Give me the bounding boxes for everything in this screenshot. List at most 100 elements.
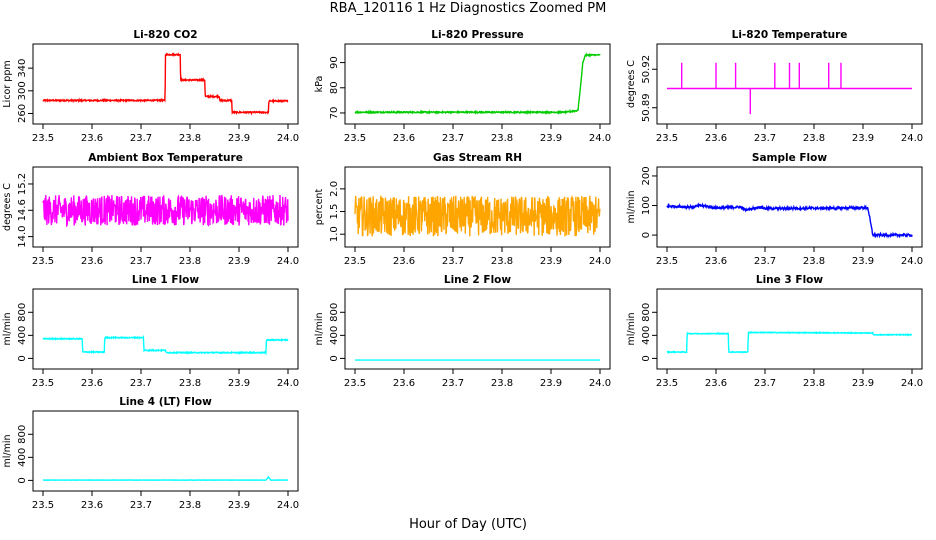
- panel-line-3-flow: Line 3 Flow 23.5 23.6 23.7 23.8 23.9 24.0 0 400 8…: [626, 274, 923, 389]
- x-tick-label: 23.7: [130, 378, 152, 389]
- x-tick-label: 23.7: [754, 133, 776, 144]
- y-axis-label: ml/min: [2, 434, 13, 467]
- x-tick-label: 23.8: [179, 378, 201, 389]
- y-tick-label: 1.0: [329, 226, 340, 242]
- x-tick-label: 23.5: [32, 378, 54, 389]
- x-tick-label: 23.8: [491, 378, 513, 389]
- panel-li-820-co2: Li-820 CO2 23.5 23.6 23.7 23.8 23.9 24.0 260 300…: [2, 29, 299, 144]
- plot-frame: [32, 166, 299, 248]
- series-line: [666, 330, 913, 354]
- y-axis-label: degrees C: [626, 60, 637, 108]
- y-tick-label: 0: [329, 355, 340, 361]
- y-axis-label: Licor ppm: [2, 60, 13, 107]
- x-tick-label: 23.9: [852, 256, 874, 267]
- x-tick-label: 23.5: [344, 378, 366, 389]
- x-tick-label: 23.8: [803, 133, 825, 144]
- x-tick-label: 23.6: [81, 378, 103, 389]
- panel-title: Li-820 Pressure: [431, 29, 524, 41]
- y-tick-label: 2.0: [329, 181, 340, 197]
- plot-frame: [656, 288, 923, 370]
- y-tick-label: 1.5: [329, 204, 340, 220]
- x-tick-label: 23.9: [852, 133, 874, 144]
- x-tick-label: 23.5: [656, 378, 678, 389]
- panel-sample-flow: Sample Flow 23.5 23.6 23.7 23.8 23.9 24.0 0 100 2…: [626, 152, 923, 267]
- y-axis-label: degrees C: [2, 183, 13, 231]
- x-tick-label: 23.6: [705, 133, 727, 144]
- x-tick-label: 23.7: [130, 256, 152, 267]
- series-line: [42, 52, 289, 116]
- y-tick-label: 100: [641, 196, 652, 215]
- y-tick-label: 300: [17, 81, 28, 100]
- panel-title: Gas Stream RH: [433, 152, 522, 164]
- x-tick-label: 24.0: [589, 256, 611, 267]
- y-axis-label: ml/min: [2, 312, 13, 345]
- y-axis-label: kPa: [314, 76, 325, 93]
- x-axis-title: Hour of Day (UTC): [409, 517, 527, 532]
- y-tick-label: 800: [641, 303, 652, 322]
- y-tick-label: 15.2: [17, 173, 28, 195]
- y-tick-label: 50.89: [641, 93, 652, 122]
- y-tick-label: 0: [641, 355, 652, 361]
- y-tick-label: 260: [17, 104, 28, 123]
- y-tick-label: 200: [641, 166, 652, 185]
- x-tick-label: 23.6: [81, 256, 103, 267]
- x-tick-label: 23.5: [344, 133, 366, 144]
- y-tick-label: 340: [17, 59, 28, 78]
- y-axis-label: ml/min: [626, 190, 637, 223]
- y-tick-label: 400: [329, 326, 340, 345]
- plot-frame: [344, 288, 611, 370]
- panel-title: Sample Flow: [752, 152, 827, 164]
- y-tick-label: 14.6: [17, 199, 28, 221]
- plot-frame: [344, 43, 611, 125]
- x-tick-label: 23.5: [656, 256, 678, 267]
- series-line: [666, 202, 913, 239]
- x-tick-label: 23.6: [705, 378, 727, 389]
- x-tick-label: 23.9: [228, 256, 250, 267]
- y-tick-label: 400: [641, 326, 652, 345]
- plot-frame: [656, 43, 923, 125]
- plot-frame: [344, 166, 611, 248]
- panel-title: Line 3 Flow: [756, 274, 823, 286]
- x-tick-label: 23.9: [228, 133, 250, 144]
- x-tick-label: 23.7: [130, 500, 152, 511]
- x-tick-label: 23.8: [491, 133, 513, 144]
- y-tick-label: 0: [17, 477, 28, 483]
- series-line: [354, 194, 601, 237]
- panel-line-4-lt-flow: Line 4 (LT) Flow 23.5 23.6 23.7 23.8 23.9 24.0…: [2, 396, 299, 511]
- x-tick-label: 24.0: [901, 256, 923, 267]
- x-tick-label: 24.0: [901, 133, 923, 144]
- x-tick-label: 24.0: [589, 378, 611, 389]
- page-title: RBA_120116 1 Hz Diagnostics Zoomed PM: [329, 1, 607, 16]
- x-tick-label: 23.6: [393, 378, 415, 389]
- panel-title: Li-820 Temperature: [732, 29, 848, 41]
- x-tick-label: 23.7: [442, 256, 464, 267]
- panel-title: Line 2 Flow: [444, 274, 511, 286]
- panel-gas-stream-rh: Gas Stream RH 23.5 23.6 23.7 23.8 23.9 24.0 1.0…: [314, 152, 611, 267]
- x-tick-label: 23.5: [32, 256, 54, 267]
- y-tick-label: 800: [329, 303, 340, 322]
- x-tick-label: 23.8: [803, 378, 825, 389]
- panel-line-1-flow: Line 1 Flow 23.5 23.6 23.7 23.8 23.9 24.0 0 400 8…: [2, 274, 299, 389]
- y-tick-label: 400: [17, 326, 28, 345]
- x-tick-label: 23.5: [32, 133, 54, 144]
- y-tick-label: 14.0: [17, 225, 28, 247]
- x-tick-label: 23.9: [540, 256, 562, 267]
- panel-title: Line 4 (LT) Flow: [119, 396, 212, 408]
- y-axis-label: ml/min: [314, 312, 325, 345]
- x-tick-label: 23.5: [656, 133, 678, 144]
- x-tick-label: 24.0: [589, 133, 611, 144]
- x-tick-label: 23.8: [179, 500, 201, 511]
- y-tick-label: 0: [641, 232, 652, 238]
- panel-line-2-flow: Line 2 Flow 23.5 23.6 23.7 23.8 23.9 24.0 0 400 8…: [314, 274, 611, 389]
- panel-li-820-pressure: Li-820 Pressure 23.5 23.6 23.7 23.8 23.9 24.0 7…: [314, 29, 611, 144]
- x-tick-label: 23.6: [393, 133, 415, 144]
- y-tick-label: 80: [329, 81, 340, 94]
- x-tick-label: 23.7: [130, 133, 152, 144]
- x-tick-label: 23.6: [393, 256, 415, 267]
- x-tick-label: 23.8: [179, 256, 201, 267]
- y-tick-label: 90: [329, 56, 340, 69]
- panel-title: Li-820 CO2: [133, 29, 197, 41]
- y-tick-label: 0: [17, 355, 28, 361]
- x-tick-label: 23.9: [228, 378, 250, 389]
